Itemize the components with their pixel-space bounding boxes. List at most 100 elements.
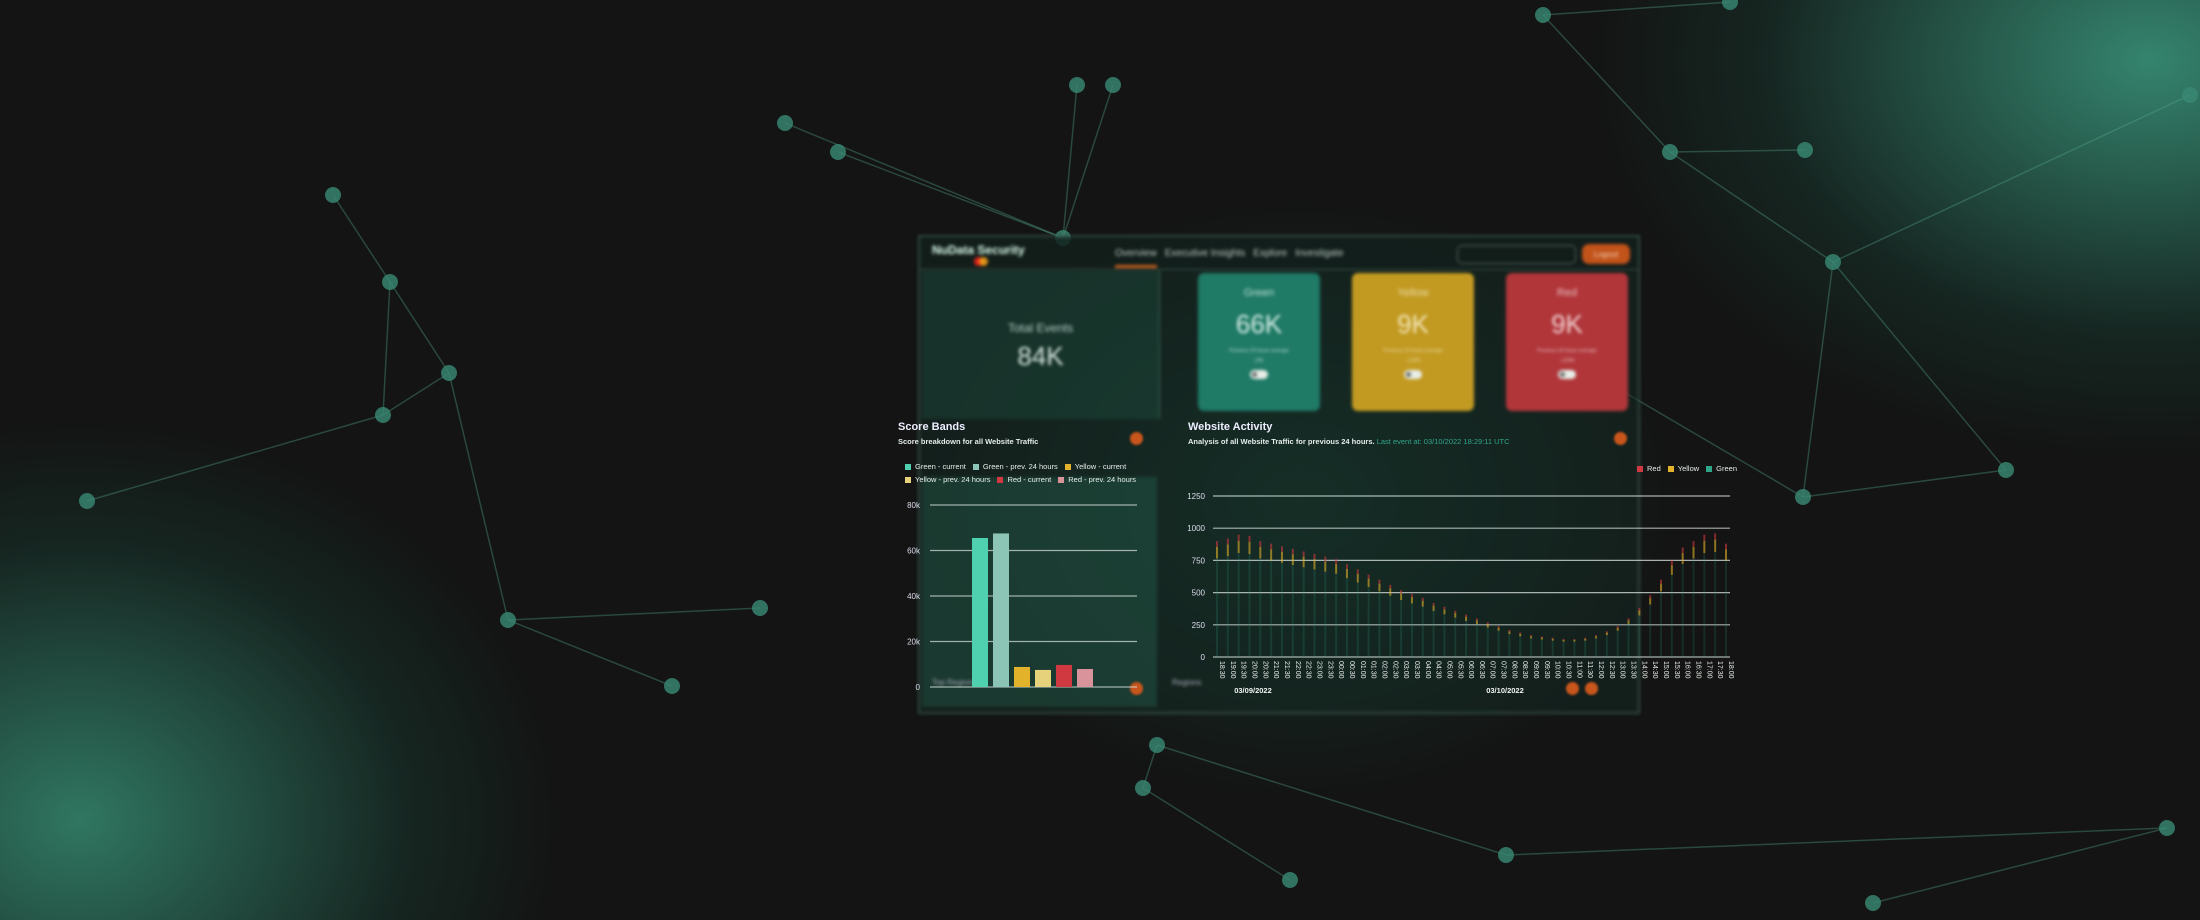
activity-bar-green xyxy=(1335,573,1338,657)
network-node xyxy=(1795,489,1811,505)
activity-bar-yellow xyxy=(1216,546,1218,559)
legend-item[interactable]: Red xyxy=(1637,464,1661,473)
legend-item[interactable]: Yellow - current xyxy=(1064,460,1126,473)
bar-green-prev-24-hours xyxy=(993,533,1009,687)
activity-bar-green xyxy=(1616,630,1619,657)
activity-bar-green xyxy=(1280,562,1283,657)
search-input[interactable] xyxy=(1457,245,1576,264)
network-link xyxy=(1802,261,1834,498)
x-tick-label: 00:30 xyxy=(1348,661,1355,679)
legend-label: Red - prev. 24 hours xyxy=(1068,475,1137,484)
activity-bar-red xyxy=(1356,569,1359,574)
x-tick-label: 02:00 xyxy=(1380,661,1387,679)
network-link xyxy=(1142,787,1291,881)
activity-bar-yellow xyxy=(1389,588,1392,596)
red-card[interactable]: Red 9K Previous 24 hours average ↓23% xyxy=(1506,273,1628,411)
activity-bar-yellow xyxy=(1692,546,1695,559)
activity-bar-green xyxy=(1605,635,1608,657)
tab-investigate[interactable]: Investigate xyxy=(1295,248,1344,259)
x-tick-label: 20:00 xyxy=(1250,661,1257,679)
activity-bar-green xyxy=(1421,606,1424,657)
legend-item[interactable]: Green - current xyxy=(905,460,966,473)
network-link xyxy=(784,122,1064,239)
y-tick-label: 1000 xyxy=(1187,524,1205,533)
activity-bar-green xyxy=(1660,591,1663,657)
logout-button[interactable]: Logout xyxy=(1582,244,1630,264)
card-value: 66K xyxy=(1235,309,1283,339)
green-card[interactable]: Green 66K Previous 24 hours average 2% xyxy=(1198,273,1320,411)
regions-expand-button[interactable] xyxy=(1585,682,1598,695)
yellow-card[interactable]: Yellow 9K Previous 24 hours average ↓13% xyxy=(1352,273,1474,411)
activity-bar-green xyxy=(1465,620,1468,657)
network-link xyxy=(1542,14,1671,153)
legend-item[interactable]: Red - prev. 24 hours xyxy=(1058,473,1136,486)
x-tick-label: 19:30 xyxy=(1240,661,1247,679)
tab-overview[interactable]: Overview xyxy=(1115,248,1157,268)
legend-item[interactable]: Yellow xyxy=(1667,464,1700,473)
activity-bar-red xyxy=(1703,534,1706,541)
y-tick-label: 80k xyxy=(907,501,921,510)
subtitle-text: Analysis of all Website Traffic for prev… xyxy=(1188,437,1375,446)
activity-bar-yellow xyxy=(1248,541,1251,555)
network-node xyxy=(1998,462,2014,478)
activity-bar-green xyxy=(1670,574,1673,657)
network-link xyxy=(1669,149,1806,153)
tab-executive-insights[interactable]: Executive Insights xyxy=(1164,248,1246,259)
x-tick-label: 08:30 xyxy=(1521,661,1528,679)
activity-bar-red xyxy=(1400,590,1403,594)
activity-bar-green xyxy=(1475,624,1478,657)
legend-item[interactable]: Red - current xyxy=(997,473,1051,486)
legend-label: Yellow xyxy=(1677,464,1700,473)
website-activity-legend: Red Yellow Green xyxy=(1637,464,1744,473)
x-tick-label: 14:00 xyxy=(1640,661,1647,679)
activity-bar-yellow xyxy=(1443,609,1446,615)
network-node xyxy=(1535,7,1551,23)
network-link xyxy=(1832,261,2007,471)
regions-menu-button[interactable] xyxy=(1566,682,1579,695)
x-tick-label: 12:00 xyxy=(1597,661,1604,679)
legend-item[interactable]: Green - prev. 24 hours xyxy=(972,460,1058,473)
legend-label: Green xyxy=(1716,464,1738,473)
activity-bar-green xyxy=(1378,591,1381,657)
legend-item[interactable]: Green xyxy=(1706,464,1737,473)
card-toggle[interactable] xyxy=(1558,370,1576,379)
activity-bar-red xyxy=(1367,574,1370,579)
legend-swatch xyxy=(972,464,979,471)
activity-bar-red xyxy=(1216,541,1218,547)
network-node xyxy=(500,612,516,628)
y-tick-label: 60k xyxy=(907,547,921,556)
activity-bar-green xyxy=(1356,582,1359,657)
date-label: 03/09/2022 xyxy=(1234,686,1272,695)
activity-bar-yellow xyxy=(1703,540,1706,554)
network-node xyxy=(1498,847,1514,863)
network-node xyxy=(1149,737,1165,753)
website-activity-title: Website Activity xyxy=(1188,421,1273,433)
card-toggle[interactable] xyxy=(1404,370,1422,379)
activity-bar-red xyxy=(1573,638,1576,640)
legend-item[interactable]: Yellow - prev. 24 hours xyxy=(905,473,990,486)
bar-red-prev-24-hours xyxy=(1077,669,1093,687)
brand-logo: NuData Security xyxy=(932,243,1025,257)
activity-bar-yellow xyxy=(1421,600,1424,607)
website-activity-menu-button[interactable] xyxy=(1614,432,1627,445)
network-node xyxy=(2182,87,2198,103)
activity-bar-green xyxy=(1389,595,1392,657)
x-tick-label: 01:00 xyxy=(1359,661,1366,679)
x-tick-label: 20:30 xyxy=(1261,661,1268,679)
top-regions-menu-button[interactable] xyxy=(1130,682,1143,695)
activity-bar-yellow xyxy=(1508,631,1511,635)
card-toggle[interactable] xyxy=(1250,370,1268,379)
score-bands-menu-button[interactable] xyxy=(1130,432,1143,445)
top-nav: NuData Security Overview Executive Insig… xyxy=(920,237,1638,270)
activity-bar-green xyxy=(1519,636,1522,657)
activity-bar-yellow xyxy=(1584,638,1587,641)
activity-bar-green xyxy=(1313,569,1316,657)
tab-explore[interactable]: Explore xyxy=(1253,248,1288,259)
activity-bar-green xyxy=(1270,560,1273,657)
activity-bar-red xyxy=(1465,614,1468,617)
activity-bar-green xyxy=(1530,638,1533,657)
x-tick-label: 13:30 xyxy=(1630,661,1637,679)
total-events-label: Total Events xyxy=(1007,321,1074,335)
activity-bar-green xyxy=(1400,600,1403,657)
